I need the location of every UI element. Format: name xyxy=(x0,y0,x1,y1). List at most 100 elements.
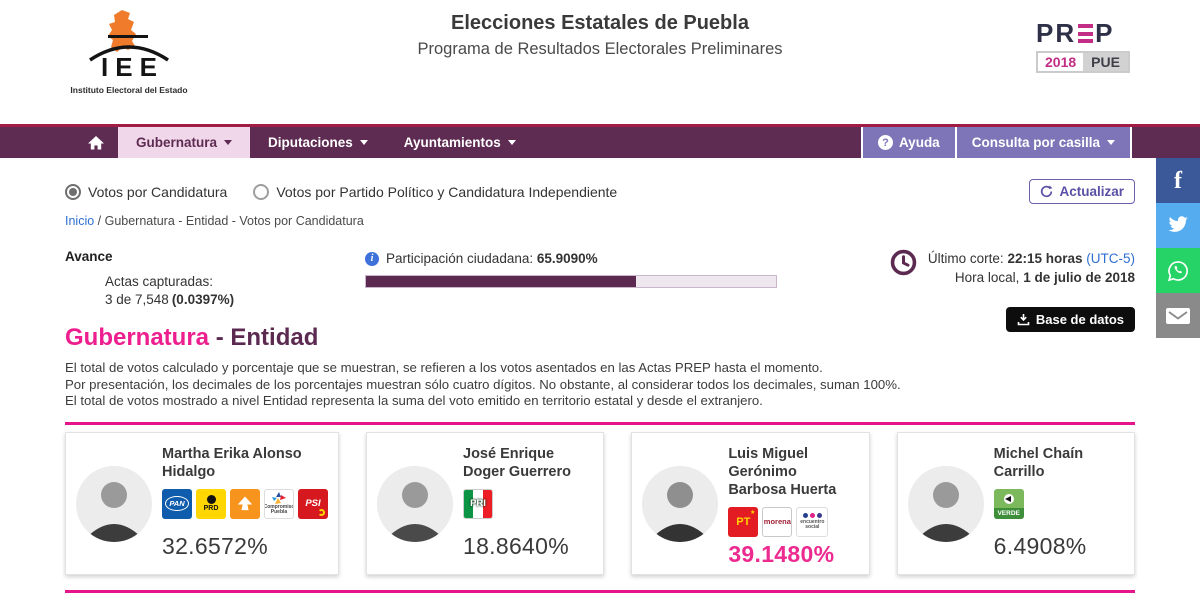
section-title: Gubernatura - Entidad xyxy=(65,324,1135,352)
ultimo-corte-text: Último corte: 22:15 horas (UTC-5) Hora l… xyxy=(927,251,1135,285)
breadcrumb-inicio-link[interactable]: Inicio xyxy=(65,214,95,228)
party-logo-verde: VERDE xyxy=(993,488,1024,519)
consulta-por-casilla-button[interactable]: Consulta por casilla xyxy=(954,127,1132,158)
candidate-pct: 18.8640% xyxy=(463,532,569,559)
participacion-label-row: Participación ciudadana: 65.9090% xyxy=(365,251,777,266)
chevron-down-icon xyxy=(224,140,233,145)
refresh-icon xyxy=(1041,185,1053,198)
view-controls: Votos por Candidatura Votos por Partido … xyxy=(65,179,1135,204)
ultimo-corte-block: Último corte: 22:15 horas (UTC-5) Hora l… xyxy=(890,249,1135,309)
party-logos: PRI xyxy=(463,488,593,519)
participation-bar xyxy=(365,275,777,288)
radio-votos-candidatura[interactable]: Votos por Candidatura xyxy=(65,183,227,200)
chevron-down-icon xyxy=(507,140,516,145)
email-icon xyxy=(1166,307,1190,324)
header-titles: Elecciones Estatales de Puebla Programa … xyxy=(0,12,1200,59)
nav-item-diputaciones[interactable]: Diputaciones xyxy=(250,127,386,158)
twitter-icon xyxy=(1168,216,1188,232)
candidate-card: Luis Miguel Gerónimo Barbosa Huerta PT ★ … xyxy=(631,431,870,575)
radio-votos-partido[interactable]: Votos por Partido Político y Candidatura… xyxy=(253,183,617,200)
candidate-name: Michel Chaín Carrillo xyxy=(993,445,1084,480)
avance-title: Avance xyxy=(65,249,113,264)
party-logos: PAN PRD Compromiso Puebla PSI xyxy=(162,488,328,519)
social-share-sidebar: f xyxy=(1156,158,1200,338)
pink-divider-bottom xyxy=(65,589,1135,593)
candidate-card: José Enrique Doger Guerrero PRI 18.8640% xyxy=(366,431,605,575)
chevron-down-icon xyxy=(359,140,368,145)
candidate-pct: 32.6572% xyxy=(162,532,268,559)
iee-caption: Instituto Electoral del Estado xyxy=(70,85,188,95)
party-logo-encuentro-social: encuentro social xyxy=(796,506,829,537)
help-icon xyxy=(877,135,893,150)
party-logo-pt: PT ★ xyxy=(728,506,759,537)
pink-divider-top xyxy=(65,421,1135,425)
actas-capturadas: Actas capturadas: 3 de 7,548 (0.0397%) xyxy=(105,274,235,307)
description-line: Por presentación, los decimales de los p… xyxy=(65,376,901,392)
home-icon xyxy=(88,136,104,150)
prep-logo: PR P 2018 PUE xyxy=(1036,18,1132,73)
home-button[interactable] xyxy=(74,127,118,158)
mc-eagle-icon xyxy=(237,496,253,511)
prep-e-bars-icon xyxy=(1078,24,1094,43)
ayuda-button[interactable]: Ayuda xyxy=(860,127,955,158)
prep-state: PUE xyxy=(1083,53,1128,71)
facebook-share-button[interactable]: f xyxy=(1156,158,1200,203)
breadcrumb: Inicio / Gubernatura - Entidad - Votos p… xyxy=(65,214,364,228)
main-navbar: Gubernatura Diputaciones Ayuntamientos A… xyxy=(0,124,1200,158)
party-logos: VERDE xyxy=(993,488,1124,519)
twitter-share-button[interactable] xyxy=(1156,203,1200,248)
es-people-icon xyxy=(802,513,822,519)
utc-offset: (UTC-5) xyxy=(1086,251,1135,266)
nav-item-gubernatura[interactable]: Gubernatura xyxy=(118,127,251,158)
pt-star-icon: ★ xyxy=(749,509,756,516)
candidate-photo xyxy=(377,466,453,542)
nav-item-ayuntamientos[interactable]: Ayuntamientos xyxy=(386,127,534,158)
party-logo-pan: PAN xyxy=(162,488,192,519)
iee-logo: IEE Instituto Electoral del Estado xyxy=(64,8,194,95)
psi-swirl-icon xyxy=(318,508,325,516)
candidate-photo xyxy=(907,466,984,542)
whatsapp-share-button[interactable] xyxy=(1156,248,1200,293)
actualizar-button[interactable]: Actualizar xyxy=(1029,179,1135,204)
page-title: Elecciones Estatales de Puebla xyxy=(451,12,749,34)
facebook-icon: f xyxy=(1174,167,1182,194)
candidate-pct: 39.1480% xyxy=(728,540,835,567)
section-title-main: Gubernatura xyxy=(65,324,210,351)
puebla-state-icon xyxy=(89,10,169,62)
party-logo-movimiento-ciudadano xyxy=(230,488,260,519)
avance-section: Avance Actas capturadas: 3 de 7,548 (0.03… xyxy=(65,249,1135,309)
page-header: IEE Instituto Electoral del Estado Elecc… xyxy=(0,0,1200,124)
candidate-name: Martha Erika Alonso Hidalgo xyxy=(162,445,302,480)
candidate-name: Luis Miguel Gerónimo Barbosa Huerta xyxy=(728,445,837,498)
candidate-cards: Martha Erika Alonso Hidalgo PAN PRD Comp… xyxy=(65,431,1135,575)
info-icon[interactable] xyxy=(365,251,379,266)
iee-acronym: IEE xyxy=(101,52,164,82)
radio-unselected-icon xyxy=(253,183,270,200)
party-logos: PT ★ morena encuentro social xyxy=(728,506,858,537)
section-title-suffix: - Entidad xyxy=(209,324,319,351)
candidate-card: Michel Chaín Carrillo VERDE 6.4908% xyxy=(896,431,1135,575)
party-logo-morena: morena xyxy=(762,506,793,537)
nav-right-group: Ayuda Consulta por casilla xyxy=(860,127,1132,158)
description-line: El total de votos calculado y porcentaje… xyxy=(65,360,823,375)
participation-bar-fill xyxy=(366,276,637,287)
prd-sun-icon xyxy=(206,495,216,505)
candidate-name: José Enrique Doger Guerrero xyxy=(463,445,571,480)
email-share-button[interactable] xyxy=(1156,293,1200,338)
section-description: El total de votos calculado y porcentaje… xyxy=(65,360,1135,410)
candidate-pct: 6.4908% xyxy=(993,532,1087,559)
clock-icon xyxy=(890,249,917,276)
base-de-datos-button[interactable]: Base de datos xyxy=(1005,307,1135,332)
vote-view-radio-group: Votos por Candidatura Votos por Partido … xyxy=(65,183,617,200)
cpp-star-icon xyxy=(272,492,286,505)
actas-block: Avance Actas capturadas: 3 de 7,548 (0.03… xyxy=(65,249,365,309)
prep-year: 2018 xyxy=(1038,53,1084,71)
verde-toucan-icon xyxy=(1003,493,1014,504)
description-line: El total de votos mostrado a nivel Entid… xyxy=(65,393,763,408)
candidate-card: Martha Erika Alonso Hidalgo PAN PRD Comp… xyxy=(65,431,339,575)
download-icon xyxy=(1017,314,1030,326)
party-logo-psi: PSI xyxy=(298,488,328,519)
candidate-photo xyxy=(76,466,152,542)
page-subtitle: Programa de Resultados Electorales Preli… xyxy=(417,40,783,58)
party-logo-pri: PRI xyxy=(463,488,493,519)
